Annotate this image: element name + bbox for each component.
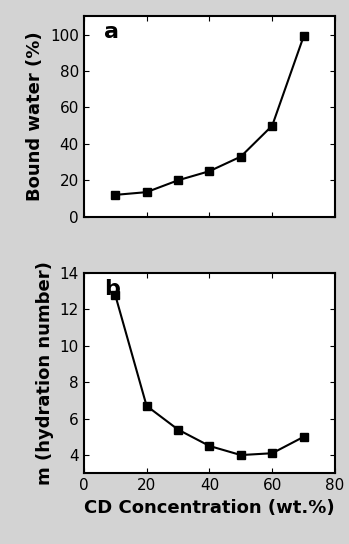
Text: a: a bbox=[104, 22, 119, 42]
Y-axis label: Bound water (%): Bound water (%) bbox=[27, 32, 44, 201]
X-axis label: CD Concentration (wt.%): CD Concentration (wt.%) bbox=[84, 499, 335, 517]
Y-axis label: m (hydration number): m (hydration number) bbox=[36, 261, 54, 485]
Text: b: b bbox=[104, 279, 120, 299]
